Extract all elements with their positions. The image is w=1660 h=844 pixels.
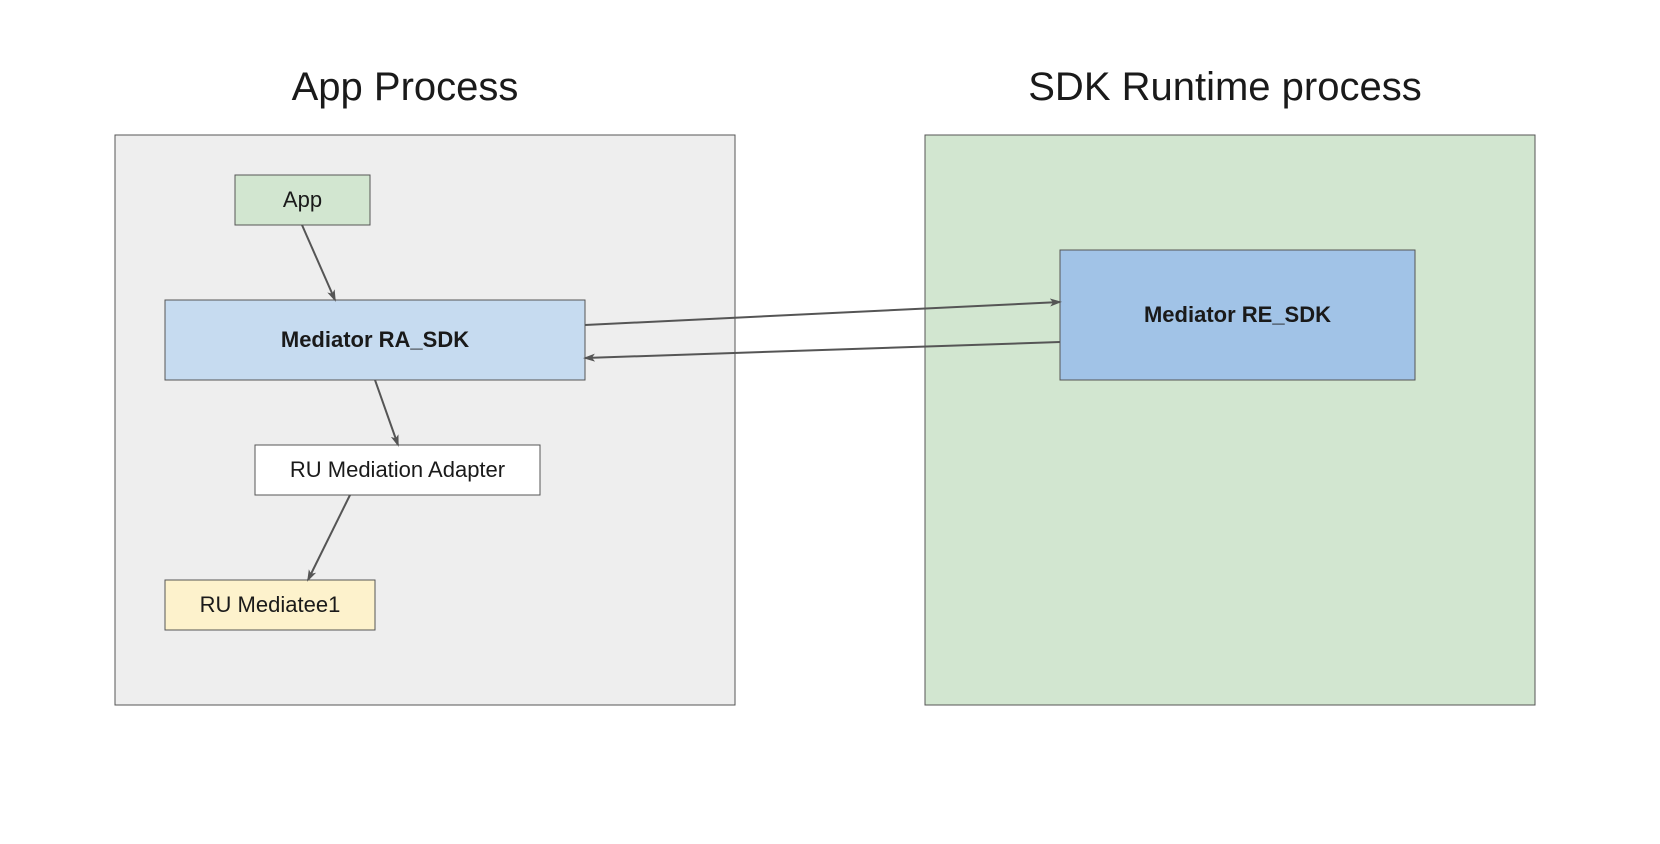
node-label-mediator_re_sdk: Mediator RE_SDK — [1144, 302, 1331, 327]
node-label-ru_mediation_adapter: RU Mediation Adapter — [290, 457, 505, 482]
node-label-mediator_ra_sdk: Mediator RA_SDK — [281, 327, 469, 352]
container-title-sdk_runtime_process: SDK Runtime process — [1028, 65, 1421, 109]
node-label-ru_mediatee1: RU Mediatee1 — [200, 592, 341, 617]
node-label-app: App — [283, 187, 322, 212]
container-sdk_runtime_process — [925, 135, 1535, 705]
container-title-app_process: App Process — [292, 65, 519, 109]
